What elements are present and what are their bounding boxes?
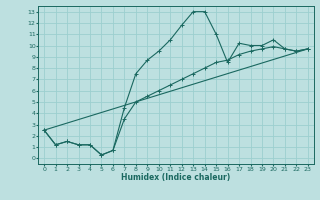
X-axis label: Humidex (Indice chaleur): Humidex (Indice chaleur) (121, 173, 231, 182)
